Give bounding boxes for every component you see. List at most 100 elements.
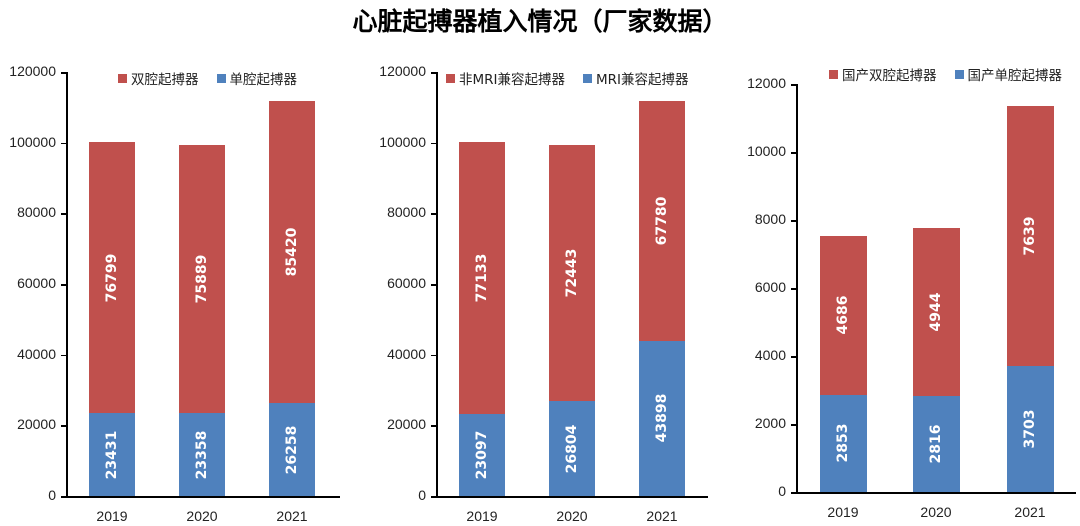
y-tick-label: 80000 xyxy=(387,204,426,221)
y-tick-label: 6000 xyxy=(754,279,786,295)
legend-label: 国产单腔起搏器 xyxy=(967,68,1063,84)
y-tick-label: 12000 xyxy=(747,75,786,91)
y-axis xyxy=(796,84,798,493)
bar-2020: 2816 4944 xyxy=(912,228,960,492)
y-tick-label: 20000 xyxy=(17,416,56,433)
bar-2021: 26258 85420 xyxy=(269,101,315,496)
y-tick-label: 120000 xyxy=(379,63,426,79)
legend-item: 国产双腔起搏器 xyxy=(829,64,937,84)
y-tick xyxy=(791,152,797,154)
y-tick xyxy=(791,84,797,86)
legend: 国产双腔起搏器 国产单腔起搏器 xyxy=(829,64,1062,84)
bar-segment: 2816 xyxy=(912,396,960,492)
y-tick xyxy=(61,142,67,145)
y-tick-label: 20000 xyxy=(387,416,426,433)
legend-swatch-icon xyxy=(118,73,127,83)
x-axis xyxy=(66,496,340,498)
bar-segment: 76799 xyxy=(89,141,135,414)
y-tick-label: 80000 xyxy=(17,204,56,221)
y-tick-label: 40000 xyxy=(17,345,56,362)
y-tick xyxy=(431,213,437,215)
y-tick xyxy=(61,496,67,498)
y-tick-label: 100000 xyxy=(9,133,56,150)
y-tick-label: 0 xyxy=(418,487,426,503)
legend-label: 国产双腔起搏器 xyxy=(842,68,937,84)
bar-segment: 26804 xyxy=(549,401,595,496)
legend-item: MRI兼容起搏器 xyxy=(583,68,689,88)
bar-segment: 23431 xyxy=(89,413,135,496)
y-tick xyxy=(431,284,437,286)
bar-segment: 23358 xyxy=(179,413,225,496)
y-axis xyxy=(66,72,68,497)
x-tick-label: 2021 xyxy=(276,508,308,524)
legend-swatch-icon xyxy=(583,73,593,83)
x-axis xyxy=(796,492,1076,494)
x-axis xyxy=(436,496,708,498)
legend-swatch-icon xyxy=(829,69,838,79)
bar-2019: 23097 77133 xyxy=(459,141,505,496)
y-tick xyxy=(61,213,67,215)
legend: 双腔起搏器 单腔起搏器 xyxy=(118,68,297,88)
y-tick xyxy=(791,220,797,222)
page-title: 心脏起搏器植入情况（厂家数据） xyxy=(352,7,728,36)
legend-swatch-icon xyxy=(954,69,964,79)
y-tick xyxy=(61,284,67,286)
x-tick-label: 2021 xyxy=(646,508,678,524)
y-tick-label: 40000 xyxy=(387,345,426,362)
bar-segment: 85420 xyxy=(269,101,315,404)
legend-item: 双腔起搏器 xyxy=(118,68,199,88)
bar-2019: 23431 76799 xyxy=(89,141,135,496)
y-tick-label: 60000 xyxy=(387,275,426,291)
data-label: 2853 xyxy=(835,424,851,463)
y-tick xyxy=(431,72,437,74)
legend-label: MRI兼容起搏器 xyxy=(596,72,689,88)
bar-2019: 2853 4686 xyxy=(819,235,867,492)
bar-2021: 3703 7639 xyxy=(1006,106,1054,492)
data-label: 4686 xyxy=(835,295,851,335)
legend-item: 非MRI兼容起搏器 xyxy=(446,68,565,88)
bar-segment: 77133 xyxy=(459,141,505,415)
x-tick-label: 2019 xyxy=(827,504,859,520)
bar-segment: 4686 xyxy=(819,235,867,395)
bar-segment: 75889 xyxy=(179,145,225,414)
data-label: 7639 xyxy=(1022,216,1038,256)
y-axis xyxy=(436,72,438,497)
y-tick xyxy=(791,492,797,494)
x-tick-label: 2020 xyxy=(920,504,952,520)
data-label: 2816 xyxy=(928,424,944,464)
bar-segment: 4944 xyxy=(912,228,960,397)
legend-swatch-icon xyxy=(216,73,226,83)
y-tick-label: 100000 xyxy=(379,133,426,150)
bar-segment: 43898 xyxy=(639,340,685,496)
y-tick xyxy=(791,288,797,290)
x-tick-label: 2020 xyxy=(556,508,588,524)
y-tick-label: 0 xyxy=(48,487,56,503)
x-tick-label: 2020 xyxy=(186,508,218,524)
bar-segment: 7639 xyxy=(1006,106,1054,367)
bar-segment: 2853 xyxy=(819,394,867,492)
bar-2021: 43898 67780 xyxy=(639,101,685,496)
y-tick-label: 4000 xyxy=(754,347,786,363)
y-tick-label: 8000 xyxy=(754,211,786,227)
legend-label: 非MRI兼容起搏器 xyxy=(459,72,566,88)
y-tick-label: 0 xyxy=(778,483,786,499)
legend-item: 国产单腔起搏器 xyxy=(954,64,1063,84)
data-label: 4944 xyxy=(928,292,944,332)
y-tick-label: 2000 xyxy=(754,415,786,431)
y-tick xyxy=(791,356,797,358)
y-tick xyxy=(431,354,437,357)
bar-segment: 72443 xyxy=(549,145,595,402)
legend-label: 单腔起搏器 xyxy=(229,72,298,88)
x-tick-label: 2019 xyxy=(466,508,498,524)
y-tick xyxy=(61,425,67,427)
y-tick-label: 120000 xyxy=(9,63,56,79)
bar-segment: 26258 xyxy=(269,403,315,496)
y-tick xyxy=(431,142,437,145)
y-tick xyxy=(791,424,797,426)
y-tick xyxy=(431,496,437,498)
y-tick xyxy=(61,72,67,74)
y-tick-label: 60000 xyxy=(17,275,56,291)
y-tick xyxy=(431,425,437,427)
